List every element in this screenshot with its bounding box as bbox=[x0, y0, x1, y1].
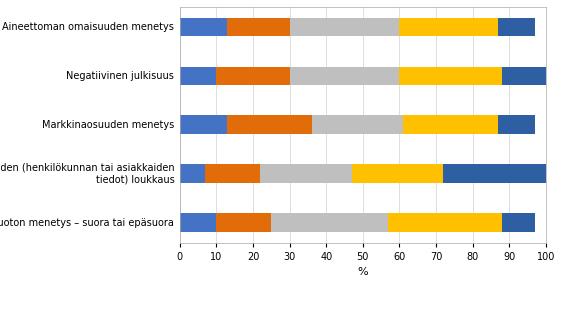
X-axis label: %: % bbox=[357, 267, 368, 277]
Bar bbox=[502, 67, 546, 85]
Bar bbox=[289, 67, 400, 85]
Bar bbox=[400, 18, 498, 36]
Bar bbox=[271, 213, 388, 232]
Bar bbox=[403, 115, 498, 134]
Bar bbox=[260, 165, 352, 183]
Bar bbox=[180, 18, 228, 36]
Bar bbox=[498, 18, 535, 36]
Bar bbox=[443, 165, 546, 183]
Bar bbox=[388, 213, 502, 232]
Bar bbox=[228, 18, 289, 36]
Bar bbox=[206, 165, 260, 183]
Bar bbox=[216, 213, 271, 232]
Bar bbox=[180, 67, 216, 85]
Bar bbox=[502, 213, 535, 232]
Bar bbox=[216, 67, 289, 85]
Bar bbox=[289, 18, 400, 36]
Bar bbox=[180, 165, 206, 183]
Bar bbox=[180, 213, 216, 232]
Bar bbox=[228, 115, 311, 134]
Bar bbox=[498, 115, 535, 134]
Bar bbox=[311, 115, 403, 134]
Bar bbox=[400, 67, 502, 85]
Bar bbox=[352, 165, 443, 183]
Bar bbox=[180, 115, 228, 134]
